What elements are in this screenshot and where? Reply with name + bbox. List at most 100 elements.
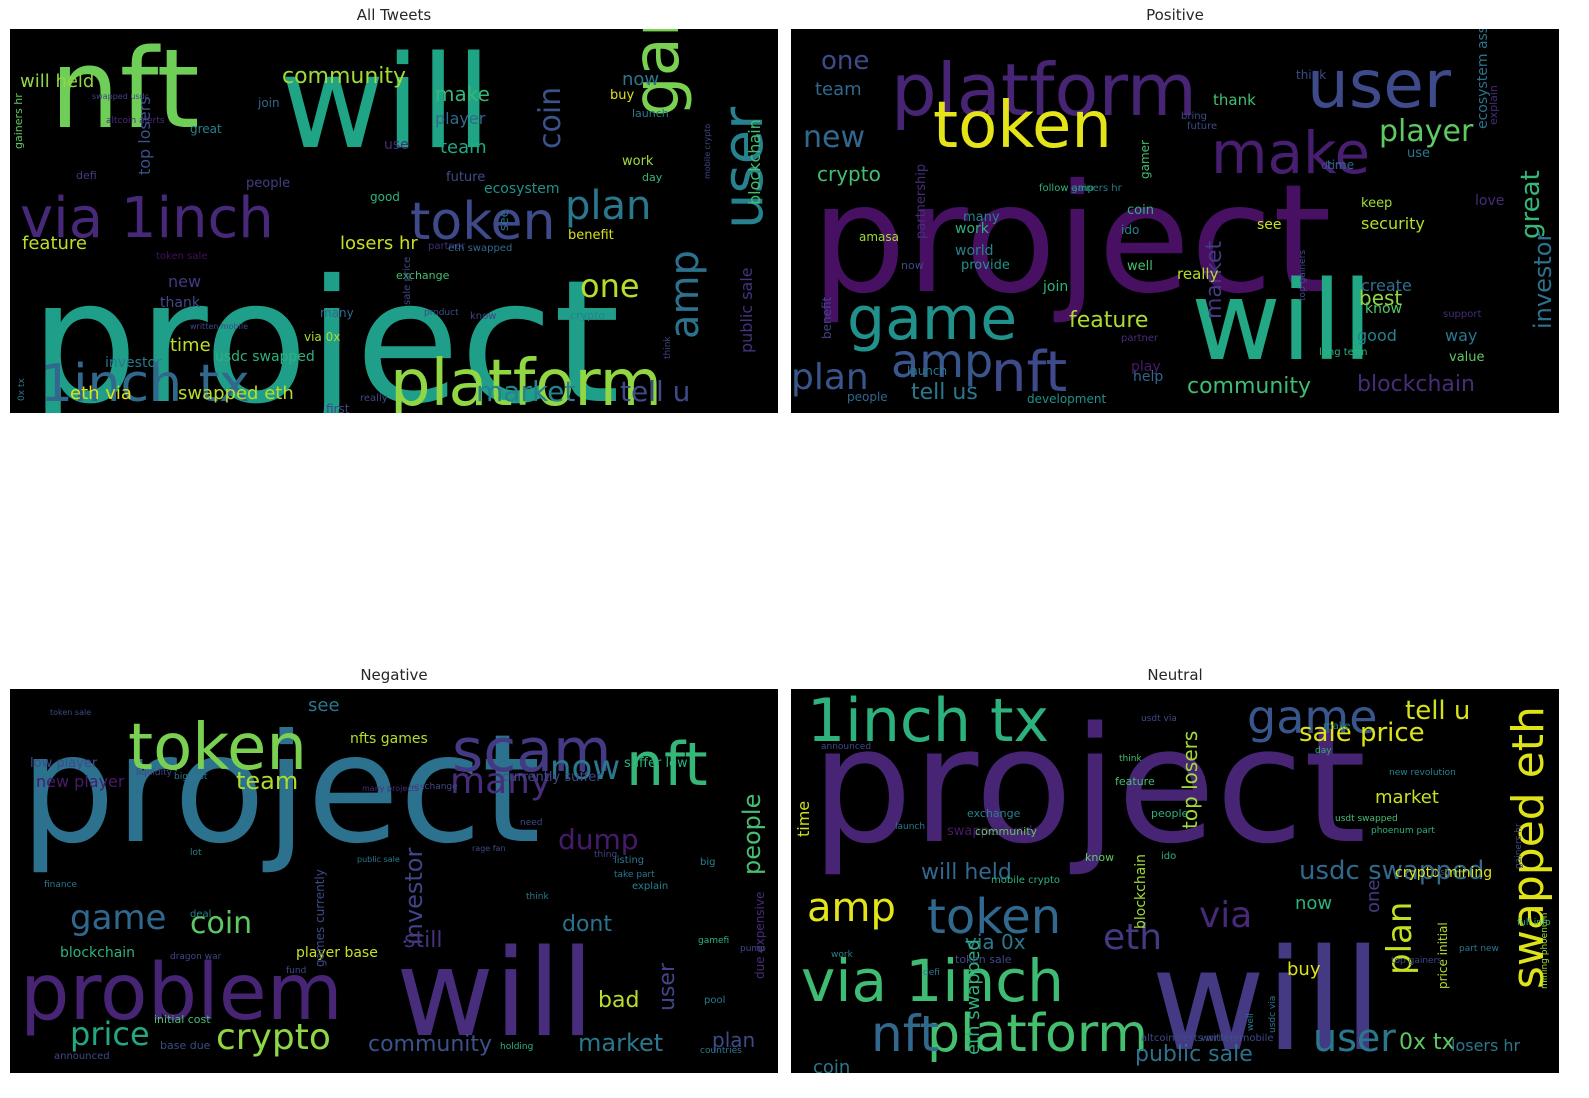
panel-positive: Positive project will platform user token mak… bbox=[791, 0, 1559, 414]
word-world: world bbox=[955, 243, 994, 259]
wordcloud-positive: project will platform user token make game nft a… bbox=[791, 29, 1559, 413]
word-sale-price: sale price bbox=[402, 257, 413, 305]
word-eth-swapped: eth swapped bbox=[448, 243, 512, 254]
word-defi: defi bbox=[76, 169, 97, 182]
word-market: market bbox=[578, 1029, 663, 1057]
word-think: think bbox=[1119, 754, 1142, 764]
word-time: time bbox=[794, 801, 813, 837]
word-time: time bbox=[170, 335, 211, 356]
wordcloud-negative: project will problem token scam nft many now gam… bbox=[10, 689, 778, 1073]
word-partnership: partnership bbox=[914, 164, 929, 239]
word-future: future bbox=[446, 170, 485, 185]
word-thank: thank bbox=[160, 295, 201, 311]
word-user: user bbox=[1313, 1016, 1396, 1060]
word-swapped-eth: swapped eth bbox=[1503, 706, 1554, 989]
word-dragon-war: dragon war bbox=[170, 952, 222, 962]
word-many-projects: many projects bbox=[362, 784, 419, 793]
word-help: help bbox=[1133, 369, 1163, 385]
word-games-currently: games currently bbox=[313, 869, 327, 967]
word-platform: platform bbox=[927, 1004, 1148, 1064]
word-due-expensive: due expensive bbox=[753, 892, 767, 979]
word-0x-tx: 0x tx bbox=[17, 378, 27, 401]
word-price: price bbox=[70, 1015, 150, 1053]
word-plan: plan bbox=[1380, 902, 1420, 975]
word-initial-cost: initial cost bbox=[154, 1013, 211, 1026]
word-announced: announced bbox=[54, 1051, 110, 1062]
word-use: use bbox=[384, 137, 409, 153]
word-exchange: exchange bbox=[967, 807, 1021, 820]
word-0x-tx: 0x tx bbox=[1399, 1030, 1455, 1055]
word-launch: launch bbox=[632, 107, 669, 120]
word-first: first bbox=[1431, 868, 1449, 878]
word-see: see bbox=[1257, 217, 1282, 233]
word-coin: coin bbox=[190, 906, 252, 941]
word-investor: investor bbox=[1529, 232, 1557, 329]
word-crypto-mining: crypto mining bbox=[1395, 865, 1492, 881]
word-game: game bbox=[620, 29, 694, 117]
word-usdc-via: usdc via bbox=[1268, 996, 1278, 1033]
word-written-mobile: written mobile bbox=[190, 322, 248, 331]
word-gamefi: gamefi bbox=[698, 936, 729, 946]
word-first: first bbox=[326, 402, 350, 413]
word-usdc-swapped: usdc swapped bbox=[215, 349, 315, 365]
word-1inch-tx: 1inch tx bbox=[807, 689, 1049, 756]
word-team: team bbox=[440, 137, 487, 158]
word-holding: holding bbox=[500, 1042, 533, 1052]
word-blockchain: blockchain bbox=[1357, 372, 1475, 397]
word-new: new bbox=[803, 120, 865, 155]
word-token: token bbox=[927, 889, 1061, 945]
word-many: many bbox=[320, 306, 354, 320]
word-explain: explain bbox=[632, 881, 668, 892]
word-top-losers: top losers bbox=[135, 96, 154, 175]
word-good: good bbox=[1357, 326, 1397, 345]
word-ido: ido bbox=[1161, 851, 1176, 862]
word-public-sale: public sale bbox=[1135, 1042, 1253, 1067]
word-really: really bbox=[360, 393, 388, 404]
word-community: community bbox=[975, 825, 1038, 838]
word-new-revolution: new revolution bbox=[1389, 768, 1456, 778]
word-great: great bbox=[1516, 170, 1546, 239]
word-blockchain: blockchain bbox=[745, 119, 764, 205]
word-will: will bbox=[280, 29, 491, 178]
chart-title: Neutral bbox=[1147, 666, 1203, 684]
word-now: now bbox=[622, 69, 659, 90]
word-top-gainers: top gainers bbox=[1391, 956, 1442, 966]
word-altcoin-alerts: altcoin alerts bbox=[106, 116, 165, 126]
word-see: see bbox=[497, 210, 511, 231]
word-public-sale: public sale bbox=[737, 267, 756, 353]
word-explain: explain bbox=[1487, 85, 1500, 125]
word-will: will bbox=[1151, 920, 1382, 1073]
word-coin: coin bbox=[1127, 203, 1154, 218]
word-plan: plan bbox=[712, 1028, 755, 1052]
word-gainers-hr: gainers hr bbox=[1514, 823, 1524, 869]
word-follow-amp: follow amp bbox=[1039, 183, 1094, 194]
word-nfts-games: nfts games bbox=[350, 731, 428, 747]
word-team: team bbox=[236, 767, 298, 795]
word-benefit: benefit bbox=[820, 296, 834, 339]
word-benefit: benefit bbox=[568, 228, 614, 243]
word-nft: nft bbox=[991, 340, 1067, 405]
word-good: good bbox=[370, 190, 400, 204]
word-platform: platform bbox=[891, 48, 1197, 132]
word-gainers-hr: gainers hr bbox=[1071, 183, 1123, 194]
word-liquidity: liquidity bbox=[136, 768, 173, 778]
word-feature: feature bbox=[22, 233, 87, 254]
word-know: know bbox=[470, 311, 496, 322]
word-usdc-swapped: usdc swapped bbox=[1299, 856, 1484, 886]
word-eth-via: eth via bbox=[70, 383, 132, 404]
word-big: big bbox=[700, 857, 715, 868]
word-eth-swapped: eth swapped bbox=[963, 939, 984, 1055]
word-eth: eth bbox=[1103, 917, 1162, 958]
word-buy: buy bbox=[1287, 959, 1321, 980]
word-suffer-low: suffer low bbox=[624, 756, 688, 771]
word-people: people bbox=[1151, 807, 1189, 820]
word-new: new bbox=[168, 272, 201, 291]
word-losers-hr: losers hr bbox=[1451, 1036, 1521, 1055]
word-amp: amp bbox=[662, 250, 708, 339]
word-via-0x: via 0x bbox=[304, 330, 340, 344]
word-feature: feature bbox=[1069, 308, 1148, 333]
word-problem: problem bbox=[20, 948, 343, 1038]
word-crypto: crypto bbox=[216, 1017, 331, 1058]
